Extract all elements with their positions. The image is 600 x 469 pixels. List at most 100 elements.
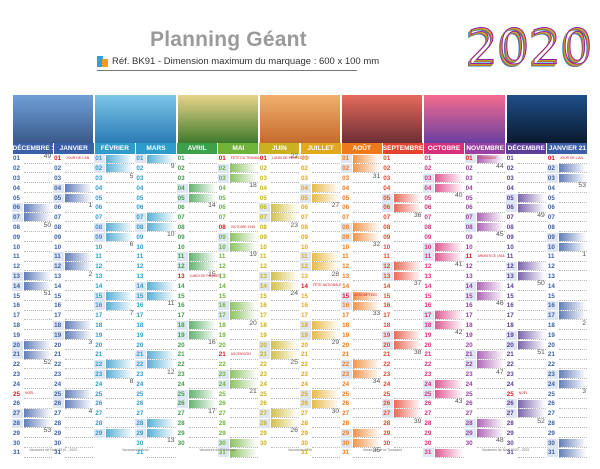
day-cell[interactable]: 27 [135, 409, 176, 419]
day-cell[interactable]: 28 [53, 419, 94, 429]
day-cell[interactable]: 26 [341, 399, 382, 409]
day-cell[interactable]: 23 [53, 370, 94, 380]
day-cell[interactable]: 28 [341, 419, 382, 429]
day-cell[interactable]: 19 [423, 330, 464, 340]
day-cell[interactable]: 23 [506, 370, 547, 380]
day-cell[interactable]: 23 [465, 370, 506, 380]
day-cell[interactable]: 24 [341, 379, 382, 389]
day-cell[interactable]: 16 [341, 301, 382, 311]
day-cell[interactable]: 11 [382, 252, 423, 262]
day-cell[interactable]: 12 [300, 262, 341, 272]
day-cell[interactable]: 16 [465, 301, 506, 311]
day-cell[interactable]: 30 [135, 438, 176, 448]
day-cell[interactable]: 18 [218, 321, 259, 331]
day-cell[interactable]: 01 [12, 154, 53, 164]
day-cell[interactable]: 06 [177, 203, 218, 213]
day-cell[interactable]: 10 [259, 242, 300, 252]
day-cell[interactable]: 10 [135, 242, 176, 252]
day-cell[interactable]: 14 [382, 281, 423, 291]
day-cell[interactable]: 13 [135, 272, 176, 282]
day-cell[interactable]: 22 [53, 360, 94, 370]
day-cell[interactable]: 19 [135, 330, 176, 340]
day-cell[interactable]: 04 [341, 183, 382, 193]
day-cell[interactable]: 27 [94, 409, 135, 419]
day-cell[interactable]: 02 [94, 164, 135, 174]
day-cell[interactable]: 17 [546, 311, 588, 321]
day-cell[interactable]: 16 [177, 301, 218, 311]
day-cell[interactable]: 17 [341, 311, 382, 321]
day-cell[interactable]: 27 [258, 409, 300, 419]
day-cell[interactable]: 03 [506, 174, 547, 184]
day-cell[interactable]: 01 [53, 154, 94, 164]
day-cell[interactable]: 01 [300, 154, 341, 164]
day-cell[interactable]: 29 [12, 428, 53, 438]
day-cell[interactable]: 08 [300, 223, 341, 233]
day-cell[interactable]: 06 [465, 203, 506, 213]
day-cell[interactable]: 24 [382, 379, 423, 389]
day-cell[interactable]: 06 [341, 203, 382, 213]
day-cell[interactable]: 22 [382, 360, 423, 370]
day-cell[interactable]: 06 [135, 203, 176, 213]
day-cell[interactable]: 29 [382, 428, 423, 438]
day-cell[interactable]: 18 [465, 321, 506, 331]
day-cell[interactable]: 01 [135, 154, 176, 164]
day-cell[interactable]: 12 [218, 262, 259, 272]
day-cell[interactable]: 13 [547, 272, 588, 282]
day-cell[interactable]: 20 [177, 340, 218, 350]
day-cell[interactable]: 11 [341, 252, 382, 262]
day-cell[interactable]: 27 [53, 409, 94, 419]
day-cell[interactable]: 06 [53, 203, 94, 213]
day-cell[interactable]: 30 [423, 438, 464, 448]
day-cell[interactable]: 04 [423, 183, 464, 193]
day-cell[interactable]: 27 [423, 409, 464, 419]
day-cell[interactable]: 25 [423, 389, 464, 399]
day-cell[interactable]: 17 [177, 311, 218, 321]
day-cell[interactable]: 29 [53, 428, 94, 438]
day-cell[interactable]: 30 [300, 438, 341, 448]
day-cell[interactable]: 01 [382, 154, 423, 164]
day-cell[interactable]: 01 [218, 154, 259, 164]
day-cell[interactable]: 24 [300, 379, 341, 389]
day-cell[interactable]: 06 [12, 203, 53, 213]
day-cell[interactable]: 13 [94, 272, 135, 282]
day-cell[interactable]: 20 [547, 340, 588, 350]
day-cell[interactable]: 23 [341, 369, 382, 380]
day-cell[interactable]: 07 [341, 213, 382, 223]
day-cell[interactable]: 26 [135, 399, 176, 409]
day-cell[interactable]: 20 [341, 340, 382, 350]
day-cell[interactable]: 01 [423, 154, 464, 164]
day-cell[interactable]: 12 [259, 262, 300, 272]
day-cell[interactable]: 09 [53, 232, 94, 242]
day-cell[interactable]: 20 [300, 340, 341, 350]
day-cell[interactable]: 02 [423, 164, 464, 174]
day-cell[interactable]: 24 [217, 379, 259, 389]
day-cell[interactable]: 03 [12, 174, 53, 184]
day-cell[interactable]: 25 [135, 389, 176, 399]
day-cell[interactable]: 22 [259, 360, 300, 370]
day-cell[interactable]: 12 [176, 262, 218, 272]
day-cell[interactable]: 29 [94, 428, 135, 438]
day-cell[interactable]: 17 [382, 311, 423, 321]
day-cell[interactable]: 08 [423, 223, 464, 233]
day-cell[interactable]: 24 [94, 379, 135, 389]
day-cell[interactable]: 26 [218, 399, 259, 409]
day-cell[interactable]: 05 [259, 193, 300, 203]
day-cell[interactable]: 27 [218, 409, 259, 419]
day-cell[interactable]: 12 [341, 262, 382, 272]
day-cell[interactable]: 17 [506, 311, 547, 321]
day-cell[interactable]: 16 [53, 301, 94, 311]
day-cell[interactable]: 01 [341, 154, 382, 164]
day-cell[interactable]: 21 [506, 350, 547, 360]
day-cell[interactable]: 01 [506, 154, 547, 164]
day-cell[interactable]: 02 [506, 164, 547, 174]
day-cell[interactable]: 04 [12, 183, 53, 193]
day-cell[interactable]: 06 [547, 203, 588, 213]
day-cell[interactable]: 24 [53, 379, 94, 389]
day-cell[interactable]: 22 [547, 360, 588, 370]
day-cell[interactable]: 07 [423, 213, 464, 223]
day-cell[interactable]: 20 [53, 340, 94, 350]
day-cell[interactable]: 28 [506, 419, 547, 429]
day-cell[interactable]: 31 [546, 448, 588, 458]
day-cell[interactable]: 18 [12, 321, 53, 331]
day-cell[interactable]: 15 [259, 291, 300, 301]
